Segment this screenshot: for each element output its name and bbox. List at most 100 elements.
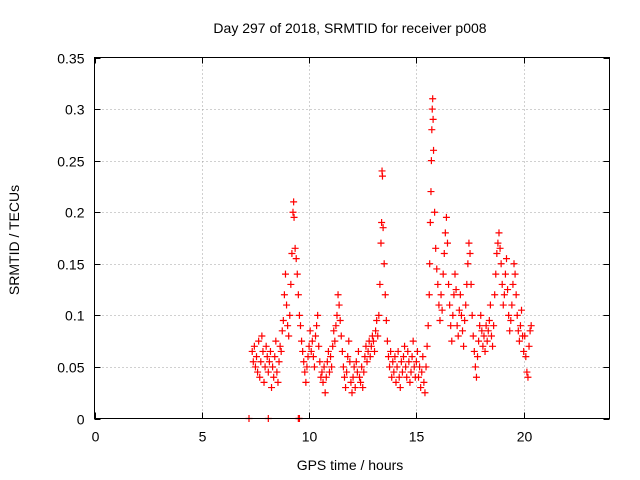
data-point	[336, 317, 344, 325]
data-point	[248, 347, 256, 355]
data-point	[525, 342, 533, 350]
data-point	[280, 291, 288, 299]
data-point	[466, 249, 474, 257]
data-point	[378, 172, 386, 180]
data-point	[408, 353, 416, 361]
data-point	[413, 347, 421, 355]
data-point	[383, 337, 391, 345]
data-point	[470, 347, 478, 355]
data-point	[286, 311, 294, 319]
data-point	[435, 301, 443, 309]
data-point	[335, 301, 343, 309]
data-point	[381, 291, 389, 299]
y-tick-label: 0	[77, 412, 85, 428]
data-point	[347, 378, 355, 386]
data-point	[426, 219, 434, 227]
data-point	[504, 286, 512, 294]
data-point	[477, 311, 485, 319]
data-point	[441, 229, 449, 237]
data-point	[433, 265, 441, 273]
data-point	[489, 342, 497, 350]
data-point	[277, 347, 285, 355]
data-point	[429, 115, 437, 123]
data-point	[461, 317, 469, 325]
data-point	[438, 306, 446, 314]
data-point	[290, 213, 298, 221]
data-point	[269, 363, 277, 371]
data-point	[268, 384, 276, 392]
data-point	[384, 353, 392, 361]
data-point	[258, 332, 266, 340]
data-point	[308, 337, 316, 345]
data-point	[516, 322, 524, 330]
data-point	[250, 342, 258, 350]
data-point	[392, 378, 400, 386]
data-point	[510, 260, 518, 268]
y-tick-labels: 0 0.05 0.1 0.15 0.2 0.25 0.3 0.35	[57, 51, 84, 428]
data-point	[497, 260, 505, 268]
data-point	[404, 347, 412, 355]
data-point	[309, 353, 317, 361]
data-point	[485, 317, 493, 325]
data-point	[371, 347, 379, 355]
data-point	[448, 337, 456, 345]
data-point	[290, 198, 298, 206]
data-point	[334, 291, 342, 299]
data-point	[343, 368, 351, 376]
y-tick-label: 0.35	[57, 51, 84, 67]
data-point	[359, 384, 367, 392]
data-point	[342, 384, 350, 392]
data-point	[272, 337, 280, 345]
data-point	[453, 322, 461, 330]
data-point	[462, 301, 470, 309]
data-point	[523, 368, 531, 376]
data-point	[460, 342, 468, 350]
axis-ticks	[94, 57, 610, 420]
data-point	[254, 368, 262, 376]
y-axis-label: SRMTID / TECUs	[6, 185, 22, 295]
data-point	[472, 373, 480, 381]
data-point	[511, 270, 519, 278]
data-point	[367, 342, 375, 350]
data-point	[356, 373, 364, 381]
data-point	[318, 368, 326, 376]
data-point	[354, 347, 362, 355]
y-tick-label: 0.3	[65, 102, 85, 118]
data-point	[276, 342, 284, 350]
data-point	[337, 332, 345, 340]
data-point	[478, 327, 486, 335]
data-point	[374, 332, 382, 340]
data-point	[407, 368, 415, 376]
data-point	[518, 306, 526, 314]
data-point	[273, 368, 281, 376]
data-point	[261, 363, 269, 371]
data-point	[419, 353, 427, 361]
data-point	[422, 363, 430, 371]
data-point	[364, 347, 372, 355]
data-point	[487, 332, 495, 340]
data-point	[328, 363, 336, 371]
data-point	[479, 342, 487, 350]
data-point	[432, 244, 440, 252]
data-point	[427, 157, 435, 165]
data-point	[266, 347, 274, 355]
data-point	[363, 358, 371, 366]
data-point	[307, 347, 315, 355]
data-point	[393, 363, 401, 371]
data-point	[434, 280, 442, 288]
data-point	[294, 291, 302, 299]
data-point	[398, 368, 406, 376]
data-point	[424, 322, 432, 330]
data-point	[390, 368, 398, 376]
data-point	[287, 280, 295, 288]
data-point	[263, 353, 271, 361]
data-point	[521, 332, 529, 340]
data-point	[464, 260, 472, 268]
data-point	[306, 327, 314, 335]
data-point	[388, 373, 396, 381]
data-point	[283, 301, 291, 309]
data-point	[345, 337, 353, 345]
data-point	[262, 342, 270, 350]
data-point	[386, 363, 394, 371]
data-point	[527, 322, 535, 330]
